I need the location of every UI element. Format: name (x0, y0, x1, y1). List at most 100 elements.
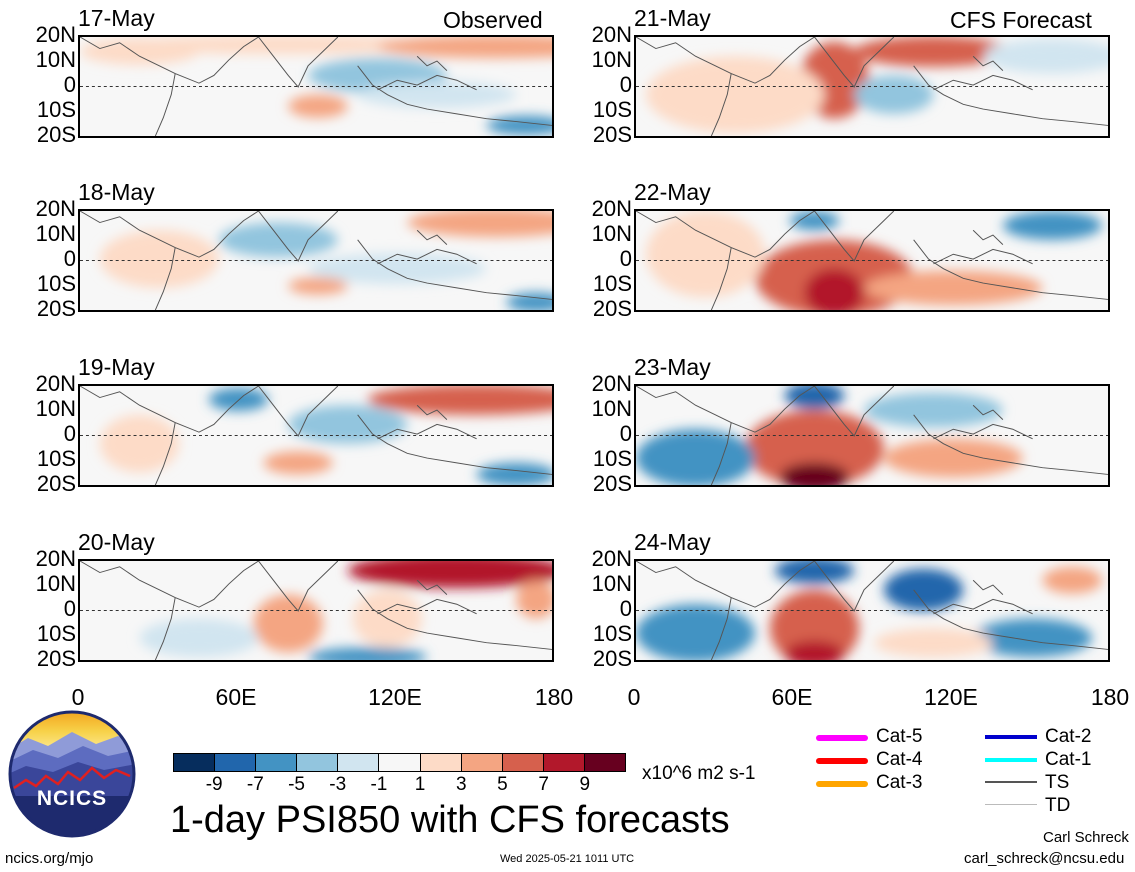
map-panel-left-2 (78, 384, 554, 487)
lat-label-right-2-0: 20N (591, 371, 632, 396)
coastline (80, 386, 259, 433)
coastline (636, 386, 815, 433)
lat-label-left-0-0: 20N (35, 22, 76, 47)
coastline (258, 561, 339, 612)
psi-anomaly-region (636, 604, 755, 660)
psi-field-map (636, 211, 1108, 310)
panel-date-left-0: 17-May (78, 5, 155, 31)
colorbar-swatch (296, 754, 338, 771)
coastline (913, 589, 1108, 650)
colorbar-tick-label: -9 (205, 774, 223, 795)
coastline (357, 239, 552, 300)
psi-anomaly-region (854, 75, 934, 114)
coastline (377, 74, 477, 91)
coastline (416, 229, 448, 245)
lat-label-left-0-1: 10N (35, 47, 76, 72)
psi-anomaly-region (308, 647, 428, 660)
lat-label-right-2-4: 20S (592, 471, 632, 496)
lat-label-left-1-2: 0 (63, 246, 76, 271)
psi-anomaly-region (804, 268, 865, 310)
lat-label-left-3-4: 20S (36, 646, 76, 671)
coastline (258, 386, 339, 437)
map-panel-right-2 (634, 384, 1110, 487)
panel-date-right-3: 24-May (634, 529, 711, 555)
lat-label-left-1-1: 10N (35, 221, 76, 246)
coastline (710, 597, 732, 660)
psi-anomaly-region (407, 211, 552, 237)
lat-label-right-0-2: 0 (619, 72, 632, 97)
psi-anomaly-region (774, 561, 855, 585)
psi-anomaly-region (377, 37, 552, 59)
coastline (933, 598, 1033, 615)
psi-anomaly-region (779, 462, 850, 485)
coastline (258, 37, 339, 88)
psi-anomaly-region (80, 37, 199, 65)
psi-anomaly-region (789, 211, 840, 231)
legend-label-cat-1: Cat-1 (1045, 749, 1092, 770)
psi-anomaly-region (119, 37, 437, 55)
lon-label-left-0: 0 (71, 684, 85, 710)
psi-anomaly-region (864, 392, 1003, 428)
psi-anomaly-region (645, 211, 765, 298)
lat-label-left-1-0: 20N (35, 196, 76, 221)
psi-anomaly-region (745, 410, 884, 485)
lat-label-right-1-1: 10N (591, 221, 632, 246)
legend-label-ts: TS (1045, 772, 1070, 793)
legend-line-cat-3 (816, 781, 868, 787)
lon-label-right-180: 180 (1090, 684, 1130, 710)
psi-anomaly-region (347, 561, 552, 588)
lat-label-right-3-0: 20N (591, 546, 632, 571)
map-panel-left-3 (78, 559, 554, 662)
coastline (933, 423, 1033, 440)
lat-label-left-3-0: 20N (35, 546, 76, 571)
logo-text: NCICS (36, 787, 108, 810)
legend-label-cat-3: Cat-3 (876, 772, 923, 793)
psi-anomaly-region (636, 429, 755, 485)
panel-date-left-1: 18-May (78, 179, 155, 205)
coastline (636, 37, 815, 84)
map-panel-left-0 (78, 35, 554, 138)
psi-field-map (80, 37, 552, 136)
coastline (416, 579, 448, 595)
lon-label-left-180: 180 (534, 684, 574, 710)
footer-timestamp: Wed 2025-05-21 1011 UTC (500, 853, 635, 865)
psi-anomaly-region (883, 568, 964, 611)
ncics-logo (8, 710, 136, 838)
lon-label-left-60e: 60E (215, 684, 257, 710)
lat-label-right-1-3: 10S (592, 271, 632, 296)
map-panel-left-1 (78, 209, 554, 312)
psi-anomaly-region (288, 277, 348, 295)
footer-author: Carl Schreck (1043, 829, 1129, 846)
panel-date-right-1: 22-May (634, 179, 711, 205)
colorbar-swatch (501, 754, 543, 771)
coastline (972, 229, 1004, 245)
coastline (913, 239, 1108, 300)
colorbar-tick-label: 3 (455, 774, 467, 795)
psi-anomaly-region (516, 580, 552, 619)
lat-label-left-1-3: 10S (36, 271, 76, 296)
map-panel-right-3 (634, 559, 1110, 662)
colorbar-swatch (378, 754, 420, 771)
coastline (154, 73, 176, 136)
psi-anomaly-region (99, 414, 180, 473)
lat-label-left-2-4: 20S (36, 471, 76, 496)
psi-anomaly-region (218, 222, 338, 258)
colorbar-tick-label: -7 (246, 774, 264, 795)
colorbar-swatch (583, 754, 626, 771)
psi-anomaly-region (645, 56, 825, 134)
colorbar-tick-label: 9 (579, 774, 591, 795)
psi-anomaly-region (367, 386, 552, 415)
coastline (377, 598, 477, 615)
coastline (710, 247, 732, 310)
coastline (357, 65, 552, 126)
coastline (814, 211, 895, 262)
psi-field-map (80, 561, 552, 660)
psi-anomaly-region (288, 405, 408, 444)
colorbar-swatch (214, 754, 256, 771)
psi-field-map (636, 386, 1108, 485)
coastline (636, 211, 815, 258)
psi-anomaly-region (973, 618, 1093, 658)
psi-anomaly-region (139, 618, 259, 658)
colorbar-tick-label: 1 (414, 774, 426, 795)
lat-label-left-0-4: 20S (36, 122, 76, 147)
